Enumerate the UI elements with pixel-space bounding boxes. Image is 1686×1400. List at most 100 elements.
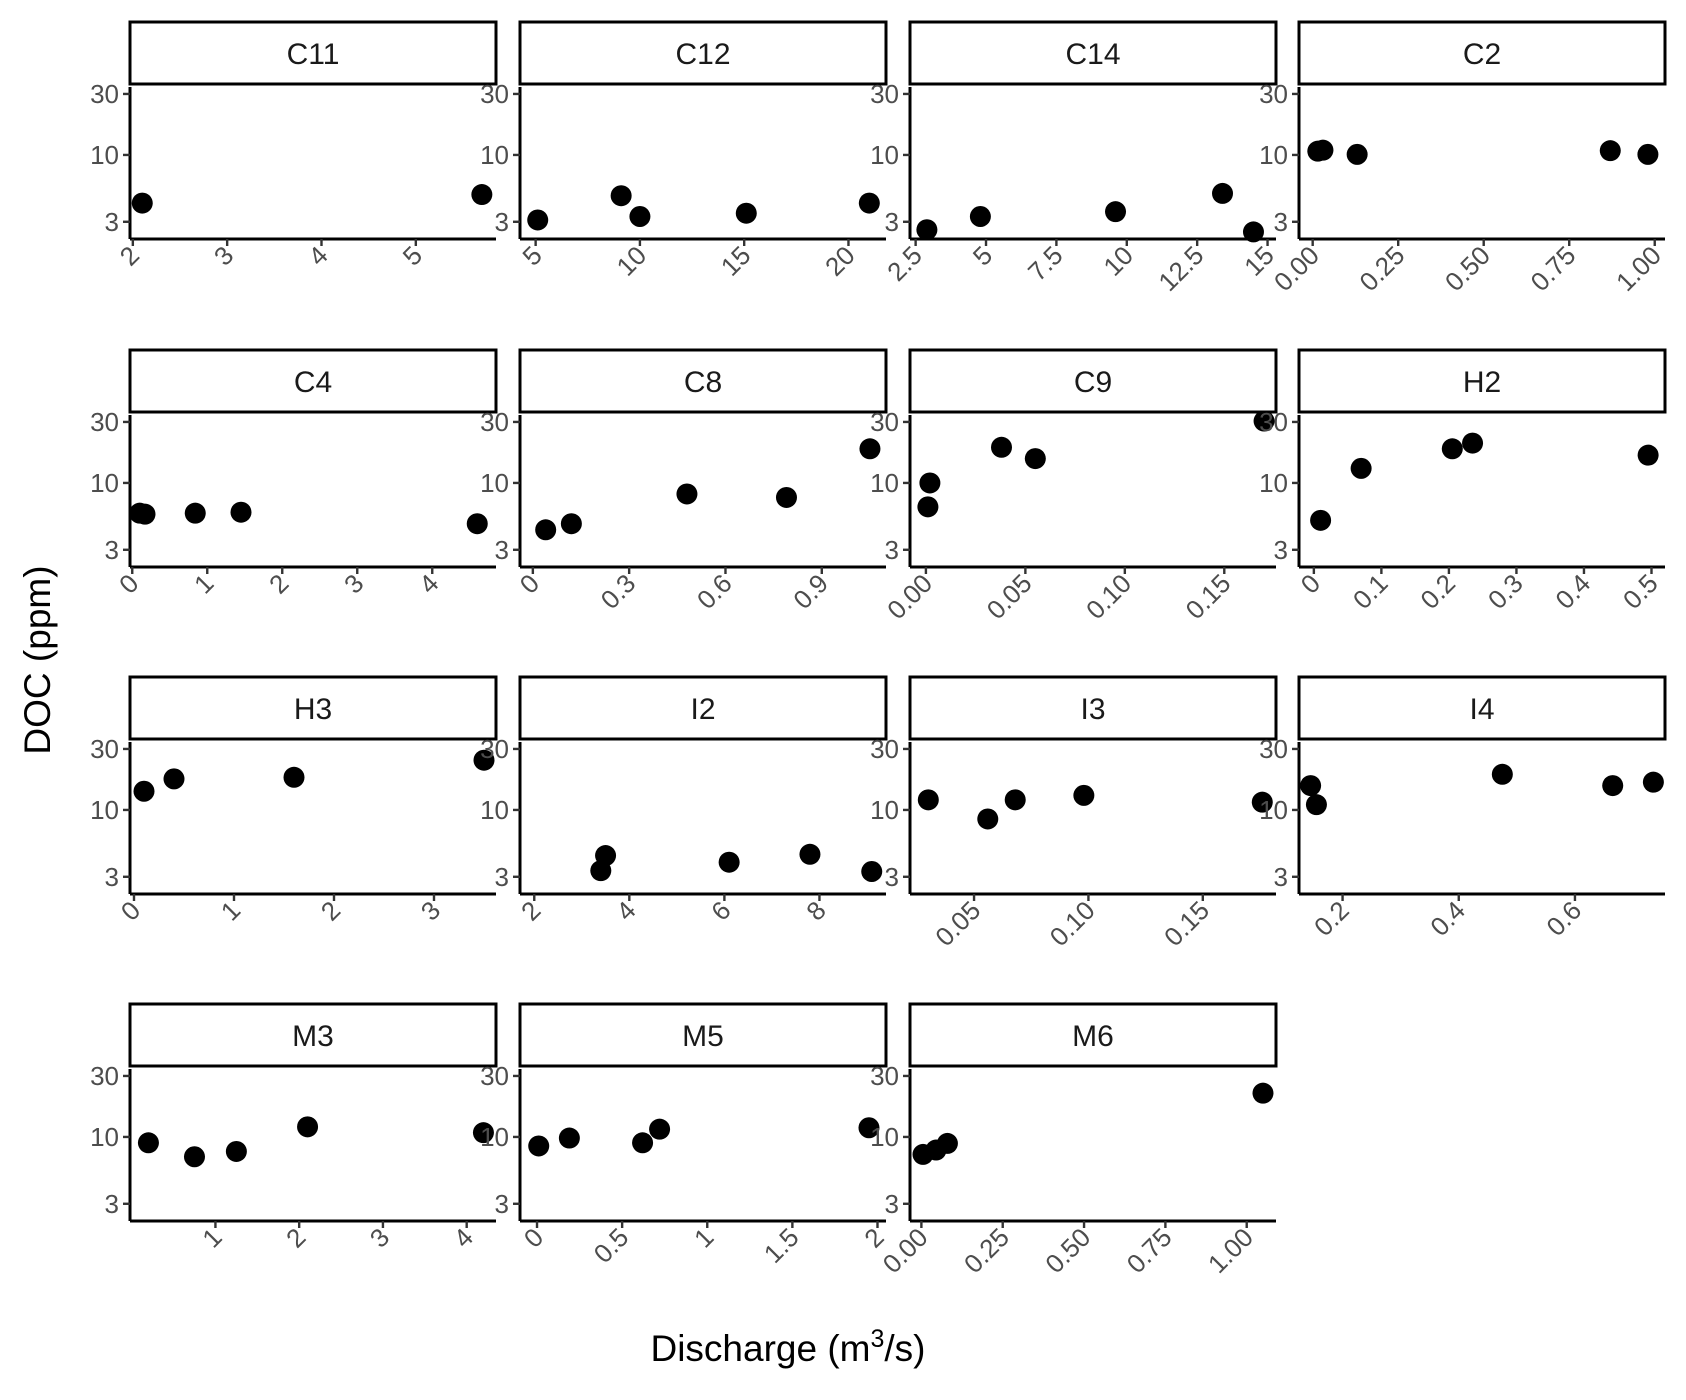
- data-point: [1642, 771, 1664, 793]
- data-point: [558, 1127, 580, 1149]
- y-tick-label: 3: [885, 207, 899, 237]
- x-tick-label: 1: [688, 1222, 719, 1253]
- data-point: [183, 1146, 205, 1168]
- data-point: [858, 192, 880, 214]
- facet-strip-label: C4: [294, 366, 332, 399]
- x-tick-label: 12.5: [1152, 240, 1209, 297]
- y-tick-label: 10: [1259, 140, 1288, 170]
- facet-strip-label: C12: [675, 38, 730, 71]
- y-tick-label: 10: [1259, 468, 1288, 498]
- x-tick-label: 10: [610, 240, 652, 282]
- data-point: [799, 843, 821, 865]
- x-tick-label: 0.2: [1308, 895, 1355, 942]
- x-tick-label: 1: [196, 1222, 227, 1253]
- x-tick-label: 1: [188, 568, 219, 599]
- y-tick-label: 30: [1259, 734, 1288, 764]
- y-tick-label: 30: [90, 1061, 119, 1091]
- x-tick-label: 20: [819, 240, 861, 282]
- data-point: [629, 205, 651, 227]
- x-tick-label: 7.5: [1022, 240, 1069, 287]
- y-tick-label: 3: [1274, 207, 1288, 237]
- data-point: [230, 501, 252, 523]
- y-tick-label: 10: [90, 795, 119, 825]
- x-tick-label: 2: [515, 895, 546, 926]
- data-point: [466, 513, 488, 535]
- x-tick-label: 0.00: [881, 568, 938, 625]
- y-tick-label: 30: [870, 79, 899, 109]
- data-point: [858, 1117, 880, 1139]
- x-tick-label: 0: [518, 1222, 549, 1253]
- facet-strip-label: M6: [1072, 1020, 1114, 1053]
- facet-strip-label: C2: [1463, 38, 1501, 71]
- data-point: [977, 808, 999, 830]
- facet-strip: [518, 1002, 888, 1068]
- y-tick-label: 30: [90, 407, 119, 437]
- x-tick-label: 1: [215, 895, 246, 926]
- x-axis-title: Discharge (m3/s): [650, 1325, 925, 1369]
- y-tick-label: 3: [885, 535, 899, 565]
- facet-strip-label: H2: [1463, 366, 1501, 399]
- facet-strip-label: H3: [294, 693, 332, 726]
- y-tick-label: 30: [480, 407, 509, 437]
- y-tick-label: 10: [480, 468, 509, 498]
- x-tick-label: 3: [208, 240, 239, 271]
- facet-strip: [518, 348, 888, 414]
- x-tick-label: 5: [967, 240, 998, 271]
- data-point: [1491, 763, 1513, 785]
- data-point: [632, 1132, 654, 1154]
- x-tick-label: 4: [447, 1222, 478, 1253]
- x-tick-label: 0.10: [1080, 568, 1137, 625]
- y-tick-label: 3: [105, 1189, 119, 1219]
- facet-strip: [908, 20, 1278, 86]
- y-tick-label: 10: [870, 1122, 899, 1152]
- y-axis-title: DOC (ppm): [17, 565, 58, 754]
- x-tick-label: 0.75: [1524, 240, 1581, 297]
- x-tick-label: 0: [1295, 568, 1326, 599]
- x-tick-label: 0.50: [1439, 240, 1496, 297]
- y-tick-label: 10: [90, 468, 119, 498]
- x-tick-label: 2: [280, 1222, 311, 1253]
- data-point: [1637, 143, 1659, 165]
- facet-panel-I4: I4 3 10 30 0.2 0.4 0.6: [1259, 675, 1667, 942]
- facet-strip-label: M5: [682, 1020, 724, 1053]
- data-point: [560, 513, 582, 535]
- data-point: [283, 766, 305, 788]
- data-point: [133, 780, 155, 802]
- x-tick-label: 0.05: [929, 895, 986, 952]
- data-point: [649, 1118, 671, 1140]
- data-point: [225, 1140, 247, 1162]
- facet-strip: [518, 20, 888, 86]
- y-tick-label: 3: [495, 1189, 509, 1219]
- facet-strip: [908, 348, 1278, 414]
- y-tick-label: 30: [870, 407, 899, 437]
- x-tick-label: 0.15: [1158, 895, 1215, 952]
- y-tick-label: 3: [105, 535, 119, 565]
- data-point: [859, 438, 881, 460]
- x-tick-label: 0.6: [691, 568, 738, 615]
- data-point: [917, 496, 939, 518]
- x-tick-label: 2.5: [881, 240, 928, 287]
- y-tick-label: 30: [480, 1061, 509, 1091]
- x-tick-label: 10: [1097, 240, 1139, 282]
- data-point: [472, 1122, 494, 1144]
- data-point: [969, 205, 991, 227]
- x-tick-label: 4: [413, 568, 444, 599]
- facet-strip: [128, 20, 498, 86]
- y-tick-label: 3: [1274, 535, 1288, 565]
- x-tick-label: 0.25: [1353, 240, 1410, 297]
- facet-strip: [1297, 675, 1667, 741]
- data-point: [528, 1135, 550, 1157]
- data-point: [610, 185, 632, 207]
- x-tick-label: 0.3: [1482, 568, 1529, 615]
- x-tick-label: 5: [397, 240, 428, 271]
- data-point: [1599, 140, 1621, 162]
- facet-panel-C4: C4 3 10 30 0 1 2 3 4: [90, 348, 498, 599]
- x-tick-label: 5: [516, 240, 547, 271]
- y-tick-label: 3: [105, 207, 119, 237]
- data-point: [775, 486, 797, 508]
- y-tick-label: 10: [1259, 795, 1288, 825]
- y-tick-label: 10: [480, 1122, 509, 1152]
- facet-panel-M6: M6 3 10 30 0.00 0.25 0.50 0.75 1.00: [870, 1002, 1278, 1279]
